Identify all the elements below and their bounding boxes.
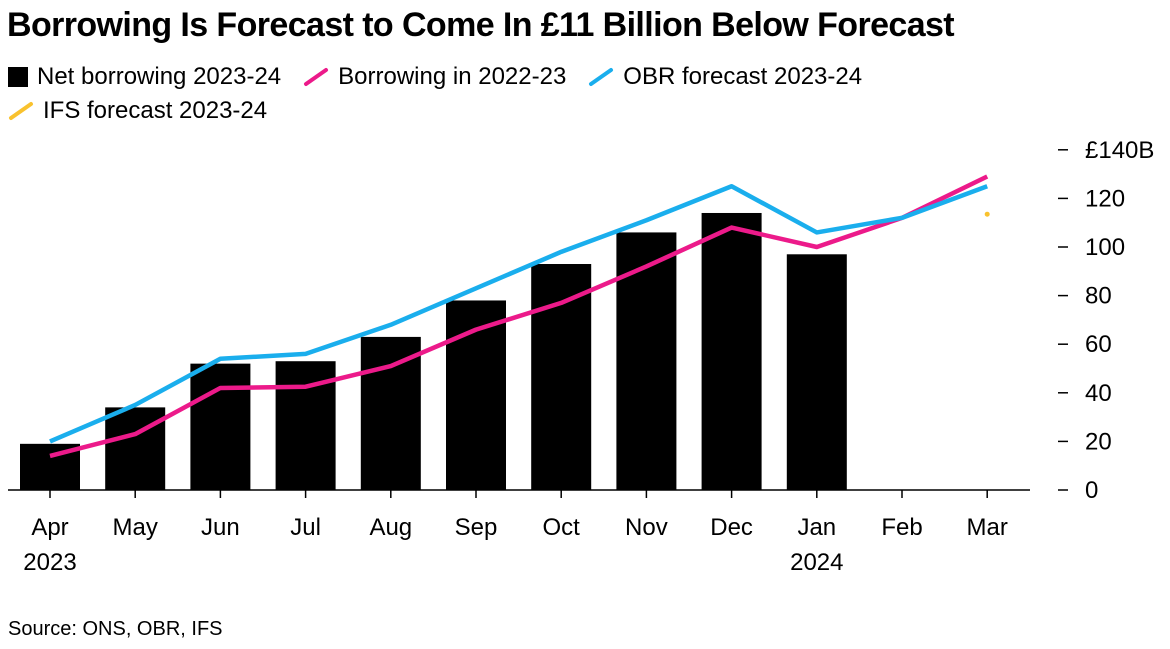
x-tick-label-jan: Jan (797, 514, 836, 541)
x-tick-label-may: May (113, 514, 158, 541)
legend-item-obr-forecast: OBR forecast 2023-24 (588, 60, 862, 94)
legend-swatch-obr-forecast (589, 68, 614, 86)
bar-dec (701, 212, 762, 491)
line-borrowing-in-2022-23 (49, 174, 989, 459)
x-tick-label-mar: Mar (967, 514, 1008, 541)
legend-swatch-ifs-forecast (9, 102, 33, 120)
legend-item-ifs-forecast: IFS forecast 2023-24 (8, 94, 267, 128)
x-tick-label-oct: Oct (543, 514, 581, 541)
x-tick-label-nov: Nov (625, 514, 668, 541)
x-tick-label-apr: Apr (31, 514, 68, 541)
line-obr-forecast-2023-24 (49, 184, 988, 444)
legend-row-2: IFS forecast 2023-24 (8, 94, 1008, 128)
legend-item-net-borrowing: Net borrowing 2023-24 (8, 60, 281, 94)
y-tick-label-80: 80 (1085, 283, 1112, 310)
legend-item-borrowing-2022-23: Borrowing in 2022-23 (303, 60, 566, 94)
legend-swatch-borrowing-2022-23 (304, 68, 329, 86)
x-tick-label-feb: Feb (881, 514, 922, 541)
y-tick-label-100: 100 (1085, 234, 1125, 261)
x-tick-label-dec: Dec (710, 514, 753, 541)
legend-label-net-borrowing: Net borrowing 2023-24 (37, 63, 282, 90)
point-ifs-forecast-2023-24 (984, 211, 990, 217)
x-year-label-2024: 2024 (790, 549, 843, 576)
x-tick-label-jul: Jul (290, 514, 321, 541)
legend-row-1: Net borrowing 2023-24 Borrowing in 2022-… (8, 60, 1008, 94)
legend: Net borrowing 2023-24 Borrowing in 2022-… (8, 60, 1008, 128)
legend-label-obr-forecast: OBR forecast 2023-24 (623, 63, 863, 90)
x-year-label-2023: 2023 (23, 549, 76, 576)
bar-may (105, 407, 166, 490)
y-tick-label-40: 40 (1085, 380, 1112, 407)
y-tick-label-20: 20 (1085, 428, 1112, 455)
y-tick-label-60: 60 (1085, 331, 1112, 358)
y-tick-label-140: £140B (1085, 137, 1154, 164)
legend-swatch-net-borrowing (8, 67, 28, 87)
x-tick-label-sep: Sep (455, 514, 498, 541)
source-note: Source: ONS, OBR, IFS (8, 618, 223, 640)
x-tick-label-aug: Aug (369, 514, 412, 541)
y-tick-label-0: 0 (1085, 477, 1098, 504)
bar-jan (786, 254, 847, 490)
legend-label-ifs-forecast: IFS forecast 2023-24 (43, 97, 268, 124)
bar-oct (531, 264, 592, 490)
bar-nov (616, 232, 677, 491)
chart-title: Borrowing Is Forecast to Come In £11 Bil… (7, 6, 955, 44)
y-tick-label-120: 120 (1085, 185, 1125, 212)
bar-aug (360, 336, 421, 490)
x-tick-label-jun: Jun (201, 514, 240, 541)
bar-jun (190, 363, 251, 490)
legend-label-borrowing-2022-23: Borrowing in 2022-23 (338, 63, 567, 90)
